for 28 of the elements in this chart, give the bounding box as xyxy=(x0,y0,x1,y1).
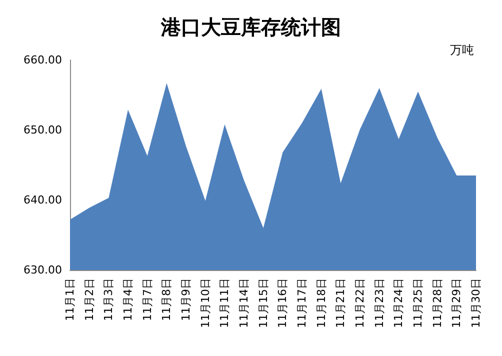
chart-title: 港口大豆库存统计图 xyxy=(160,15,341,39)
y-axis-title: 万吨 xyxy=(450,43,474,57)
x-tick-label: 11月1日 xyxy=(64,278,76,321)
y-tick-label: 640.00 xyxy=(24,194,62,206)
x-tick-label: 11月24日 xyxy=(392,278,406,328)
x-tick-label: 11月21日 xyxy=(334,278,348,328)
x-tick-label: 11月9日 xyxy=(180,278,192,321)
x-tick-label: 11月2日 xyxy=(82,278,96,321)
y-tick-label: 660.00 xyxy=(24,54,62,66)
x-tick-label: 11月4日 xyxy=(122,278,134,321)
x-tick-label: 11月16日 xyxy=(276,278,290,328)
x-tick-label: 11月25日 xyxy=(412,278,424,328)
x-tick-label: 11月3日 xyxy=(102,278,116,321)
x-tick-label: 11月17日 xyxy=(296,278,308,328)
y-tick-label: 630.00 xyxy=(24,264,62,276)
x-tick-label: 11月10日 xyxy=(198,278,212,328)
x-tick-label: 11月30日 xyxy=(470,278,482,328)
x-tick-label: 11月22日 xyxy=(354,278,366,328)
x-tick-label: 11月8日 xyxy=(160,278,174,321)
x-tick-label: 11月18日 xyxy=(314,278,328,328)
x-tick-label: 11月29日 xyxy=(450,278,464,328)
y-tick-label: 650.00 xyxy=(24,124,62,136)
x-tick-label: 11月7日 xyxy=(140,278,154,321)
x-tick-label: 11月28日 xyxy=(430,278,444,328)
x-tick-label: 11月14日 xyxy=(238,278,250,328)
x-tick-label: 11月15日 xyxy=(256,278,270,328)
x-tick-label: 11月23日 xyxy=(372,278,386,328)
x-tick-label: 11月11日 xyxy=(218,278,232,328)
